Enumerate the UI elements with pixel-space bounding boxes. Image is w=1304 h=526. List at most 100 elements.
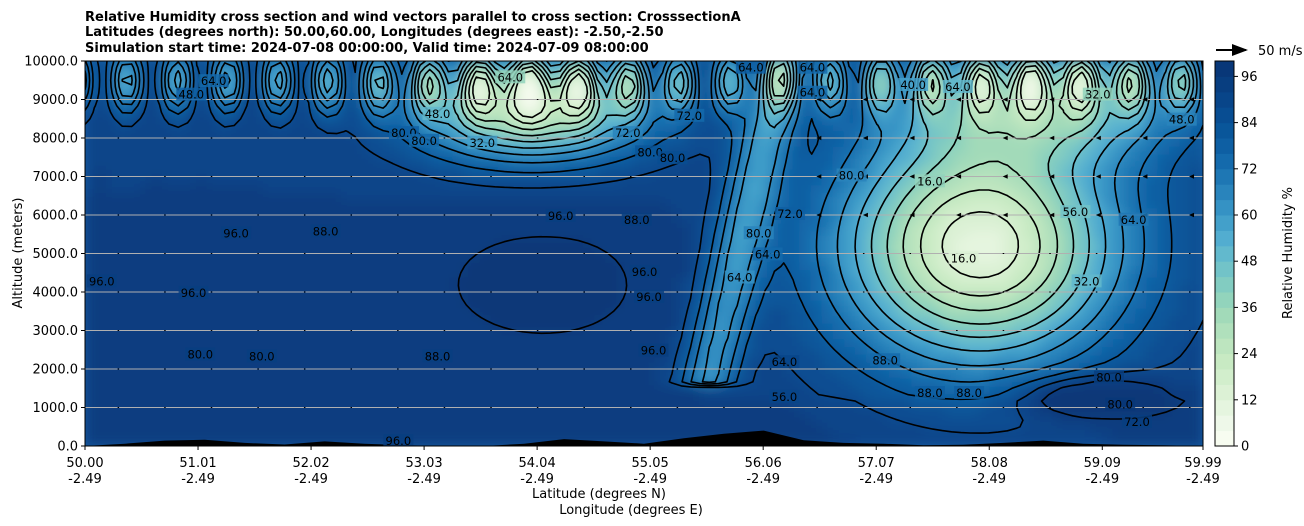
field-cell <box>363 175 377 186</box>
field-cell <box>151 252 165 263</box>
field-cell <box>531 360 545 370</box>
field-cell <box>464 291 478 301</box>
field-cell <box>430 291 444 301</box>
field-cell <box>251 275 265 286</box>
field-cell <box>85 67 98 78</box>
field-cell <box>419 167 433 178</box>
field-cell <box>151 67 165 78</box>
field-cell <box>341 229 355 240</box>
field-cell <box>553 83 567 93</box>
field-cell <box>274 421 288 432</box>
field-cell <box>408 314 422 324</box>
field-cell <box>218 260 232 270</box>
field-cell <box>363 121 377 132</box>
field-cell <box>162 214 176 224</box>
field-cell <box>218 183 232 193</box>
field-cell <box>520 175 534 186</box>
field-cell <box>385 160 400 170</box>
field-cell <box>341 391 355 401</box>
field-cell <box>352 260 366 270</box>
field-cell <box>363 244 377 255</box>
field-cell <box>553 98 567 109</box>
field-cell <box>285 152 299 163</box>
field-cell <box>441 144 455 155</box>
field-cell <box>475 306 489 317</box>
field-cell <box>397 206 411 216</box>
field-cell <box>408 206 422 216</box>
field-cell <box>85 137 98 147</box>
field-cell <box>553 260 567 270</box>
field-cell <box>262 406 277 417</box>
field-cell <box>262 237 277 247</box>
field-cell <box>274 437 288 446</box>
field-cell <box>430 167 444 178</box>
field-cell <box>218 90 232 101</box>
field-cell <box>452 406 467 417</box>
field-cell <box>330 75 344 86</box>
field-cell <box>162 314 176 324</box>
field-cell <box>553 421 567 432</box>
field-cell <box>307 314 321 324</box>
field-cell <box>139 421 154 432</box>
field-cell <box>184 61 198 70</box>
field-cell <box>575 298 590 309</box>
field-cell <box>452 329 467 340</box>
field-cell <box>352 98 366 109</box>
field-cell <box>430 160 444 170</box>
field-cell <box>251 206 265 216</box>
field-cell <box>106 352 120 363</box>
field-cell <box>274 260 288 270</box>
field-cell <box>374 421 388 432</box>
field-cell <box>162 321 176 332</box>
field-cell <box>475 421 489 432</box>
field-cell <box>341 83 355 93</box>
field-cell <box>441 90 455 101</box>
title-line-2: Latitudes (degrees north): 50.00,60.00, … <box>85 25 664 40</box>
field-cell <box>106 298 120 309</box>
field-cell <box>106 360 120 370</box>
field-cell <box>542 75 556 86</box>
field-cell <box>531 275 545 286</box>
field-cell <box>162 167 176 178</box>
field-cell <box>374 129 388 139</box>
field-cell <box>106 167 120 178</box>
field-cell <box>464 321 478 332</box>
field-cell <box>497 98 511 109</box>
field-cell <box>441 167 455 178</box>
field-cell <box>575 314 590 324</box>
field-cell <box>575 368 590 378</box>
field-cell <box>262 321 277 332</box>
field-cell <box>531 129 545 139</box>
field-cell <box>173 113 187 124</box>
field-cell <box>363 106 377 116</box>
field-cell <box>318 75 332 86</box>
field-cell <box>508 344 522 355</box>
field-cell <box>520 98 534 109</box>
field-cell <box>240 314 254 324</box>
field-cell <box>218 337 232 347</box>
field-cell <box>240 113 254 124</box>
field-cell <box>497 137 511 147</box>
field-cell <box>274 391 288 401</box>
field-cell <box>475 113 489 124</box>
field-cell <box>251 183 265 193</box>
field-cell <box>262 252 277 263</box>
field-cell <box>464 252 478 263</box>
field-cell <box>207 121 221 132</box>
field-cell <box>408 298 422 309</box>
field-cell <box>128 368 142 378</box>
field-cell <box>374 206 388 216</box>
field-cell <box>330 137 344 147</box>
field-cell <box>117 352 131 363</box>
field-cell <box>184 98 198 109</box>
field-cell <box>128 391 142 401</box>
field-cell <box>497 206 511 216</box>
field-cell <box>564 429 578 440</box>
field-cell <box>229 360 243 370</box>
field-cell <box>374 137 388 147</box>
field-cell <box>564 368 578 378</box>
field-cell <box>397 160 411 170</box>
field-cell <box>251 429 265 440</box>
field-cell <box>486 152 500 163</box>
field-cell <box>307 144 321 155</box>
